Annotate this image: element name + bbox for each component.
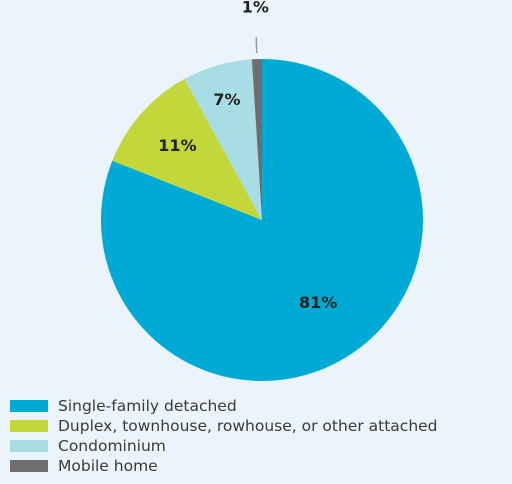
legend-swatch-3 bbox=[10, 440, 48, 452]
legend-item-2: Duplex, townhouse, rowhouse, or other at… bbox=[10, 416, 438, 436]
legend-swatch-1 bbox=[10, 400, 48, 412]
legend-item-4: Mobile home bbox=[10, 456, 438, 476]
leader-line-4 bbox=[255, 37, 258, 54]
pie-slice-3 bbox=[184, 59, 262, 220]
legend-swatch-4 bbox=[10, 460, 48, 472]
legend-label-3: Condominium bbox=[58, 437, 166, 455]
legend-item-3: Condominium bbox=[10, 436, 438, 456]
pie-slice-1 bbox=[101, 59, 424, 381]
slice-label-3: 7% bbox=[213, 90, 240, 109]
slice-label-1: 81% bbox=[299, 293, 337, 312]
legend-label-2: Duplex, townhouse, rowhouse, or other at… bbox=[58, 417, 438, 435]
legend-item-1: Single-family detached bbox=[10, 396, 438, 416]
slice-label-4: 1% bbox=[242, 0, 269, 17]
legend-label-4: Mobile home bbox=[58, 457, 158, 475]
legend-label-1: Single-family detached bbox=[58, 397, 237, 415]
pie-slice-2 bbox=[112, 78, 262, 220]
pie-chart: 81% 11% 7% 1% bbox=[101, 0, 424, 381]
legend-swatch-2 bbox=[10, 420, 48, 432]
pie-slice-4 bbox=[251, 59, 262, 220]
chart-legend: Single-family detached Duplex, townhouse,… bbox=[10, 396, 438, 476]
slice-label-2: 11% bbox=[158, 136, 196, 155]
